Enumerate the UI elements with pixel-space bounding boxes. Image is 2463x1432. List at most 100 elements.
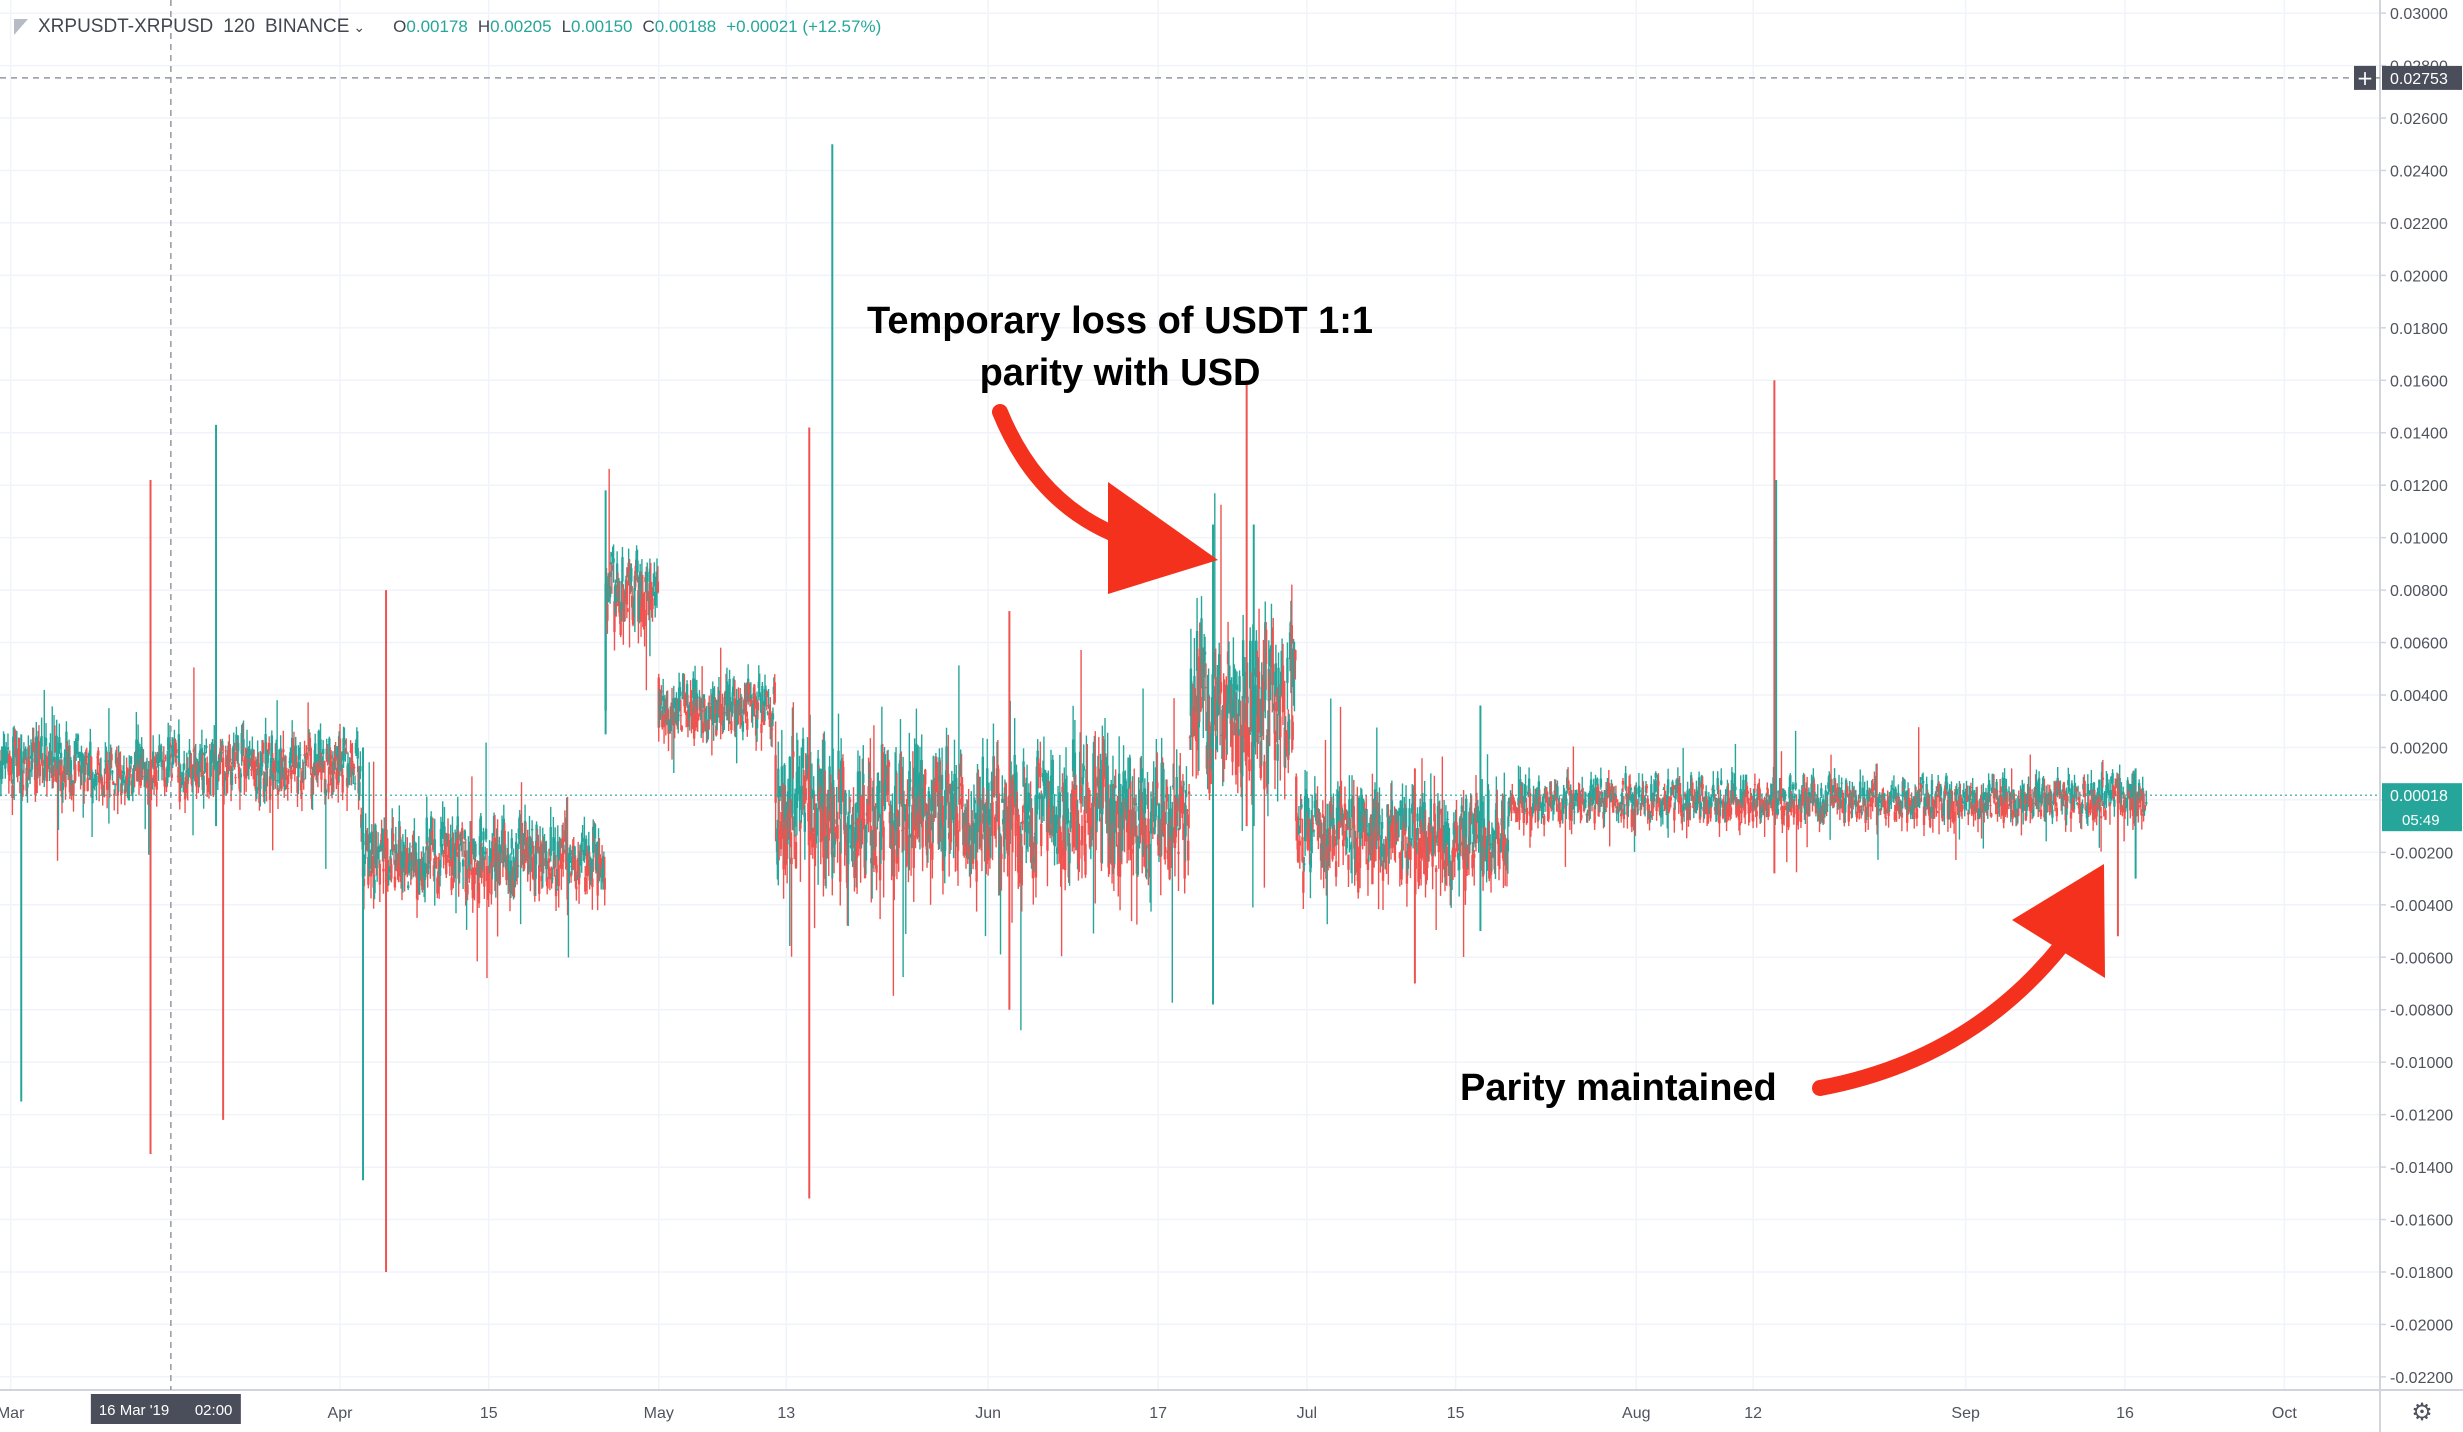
candle-body — [1045, 773, 1048, 796]
candle-body — [648, 568, 652, 590]
candle — [465, 866, 468, 930]
candle-body — [514, 841, 518, 860]
candle-body — [1426, 855, 1429, 869]
candle-body — [326, 754, 329, 762]
candle — [484, 846, 487, 861]
candle-body — [1440, 809, 1443, 815]
candle — [243, 756, 246, 796]
candle — [1132, 807, 1135, 876]
candle-body — [695, 693, 699, 708]
candle — [784, 785, 787, 876]
candle — [1291, 715, 1294, 750]
candle-body — [429, 816, 433, 845]
candle-body — [256, 759, 259, 767]
candle-body — [741, 721, 745, 732]
candle — [1272, 671, 1276, 734]
candle-body — [402, 844, 405, 849]
candle — [973, 797, 977, 819]
candle — [866, 803, 869, 825]
candle-body — [226, 768, 229, 777]
candle — [277, 749, 281, 784]
candle — [1449, 877, 1453, 908]
candle-body — [1233, 694, 1236, 699]
candle — [255, 768, 258, 800]
candle-body — [1308, 818, 1311, 842]
candle-body — [858, 771, 861, 816]
candle-body — [585, 852, 589, 877]
candle — [1219, 504, 1223, 695]
candle-body — [1055, 847, 1059, 854]
candle-body — [829, 811, 832, 822]
candle — [377, 845, 381, 866]
candle — [166, 750, 169, 787]
candle — [456, 796, 459, 840]
candle — [89, 755, 93, 798]
candle — [22, 742, 26, 774]
candle — [461, 858, 465, 890]
candle — [433, 818, 436, 906]
candle-body — [654, 584, 658, 590]
candle — [1249, 627, 1252, 735]
candle — [1186, 808, 1189, 826]
candle-body — [1175, 776, 1178, 810]
candle-body — [1433, 803, 1436, 822]
candle-body — [515, 860, 519, 877]
candle-body — [1063, 831, 1067, 871]
candle — [1033, 795, 1037, 848]
candle — [765, 690, 768, 711]
candle-body — [1398, 852, 1402, 859]
candle-body — [1189, 668, 1193, 717]
candle-body — [1133, 816, 1137, 818]
candle-body — [401, 851, 405, 870]
candle-body — [1193, 676, 1196, 711]
candle-body — [566, 854, 569, 900]
candle-body — [1448, 855, 1451, 865]
candle — [279, 735, 282, 766]
candle-body — [568, 865, 571, 868]
candle — [368, 832, 372, 844]
candle — [887, 759, 891, 806]
candle — [633, 571, 637, 633]
candle-body — [779, 821, 783, 850]
candle-body — [1200, 618, 1203, 680]
candle-body — [671, 720, 675, 724]
candle — [715, 699, 719, 731]
candle-body — [1366, 858, 1370, 871]
candle-body — [110, 754, 113, 761]
candle-body — [479, 816, 482, 843]
candle — [1294, 649, 1297, 680]
candle-body — [1169, 808, 1172, 823]
candle-body — [1242, 700, 1246, 739]
candle — [49, 733, 52, 766]
candle — [909, 761, 912, 791]
candle-body — [289, 752, 292, 764]
candle-body — [693, 679, 697, 705]
candle-body — [1330, 804, 1333, 814]
candle — [1302, 860, 1305, 909]
candle — [660, 685, 663, 706]
candle-body — [1326, 829, 1329, 850]
candle-body — [1217, 687, 1220, 698]
candle — [319, 723, 322, 770]
candle — [406, 881, 410, 891]
candle — [551, 867, 554, 884]
candle-body — [66, 752, 70, 771]
candle-body — [30, 757, 34, 770]
candle — [516, 844, 520, 878]
candle-body — [399, 859, 403, 866]
candle-body — [1079, 785, 1083, 804]
candle-body — [252, 760, 255, 768]
candle — [239, 768, 243, 793]
candle — [124, 776, 127, 792]
candle-body — [535, 824, 538, 845]
candle-body — [170, 773, 173, 778]
candle-body — [874, 826, 877, 847]
candle-body — [192, 748, 196, 753]
candle — [44, 723, 48, 747]
candle-body — [607, 576, 610, 602]
candle — [777, 798, 781, 861]
candle — [638, 563, 642, 591]
candle-body — [1002, 828, 1006, 847]
candle-body — [4, 756, 7, 769]
